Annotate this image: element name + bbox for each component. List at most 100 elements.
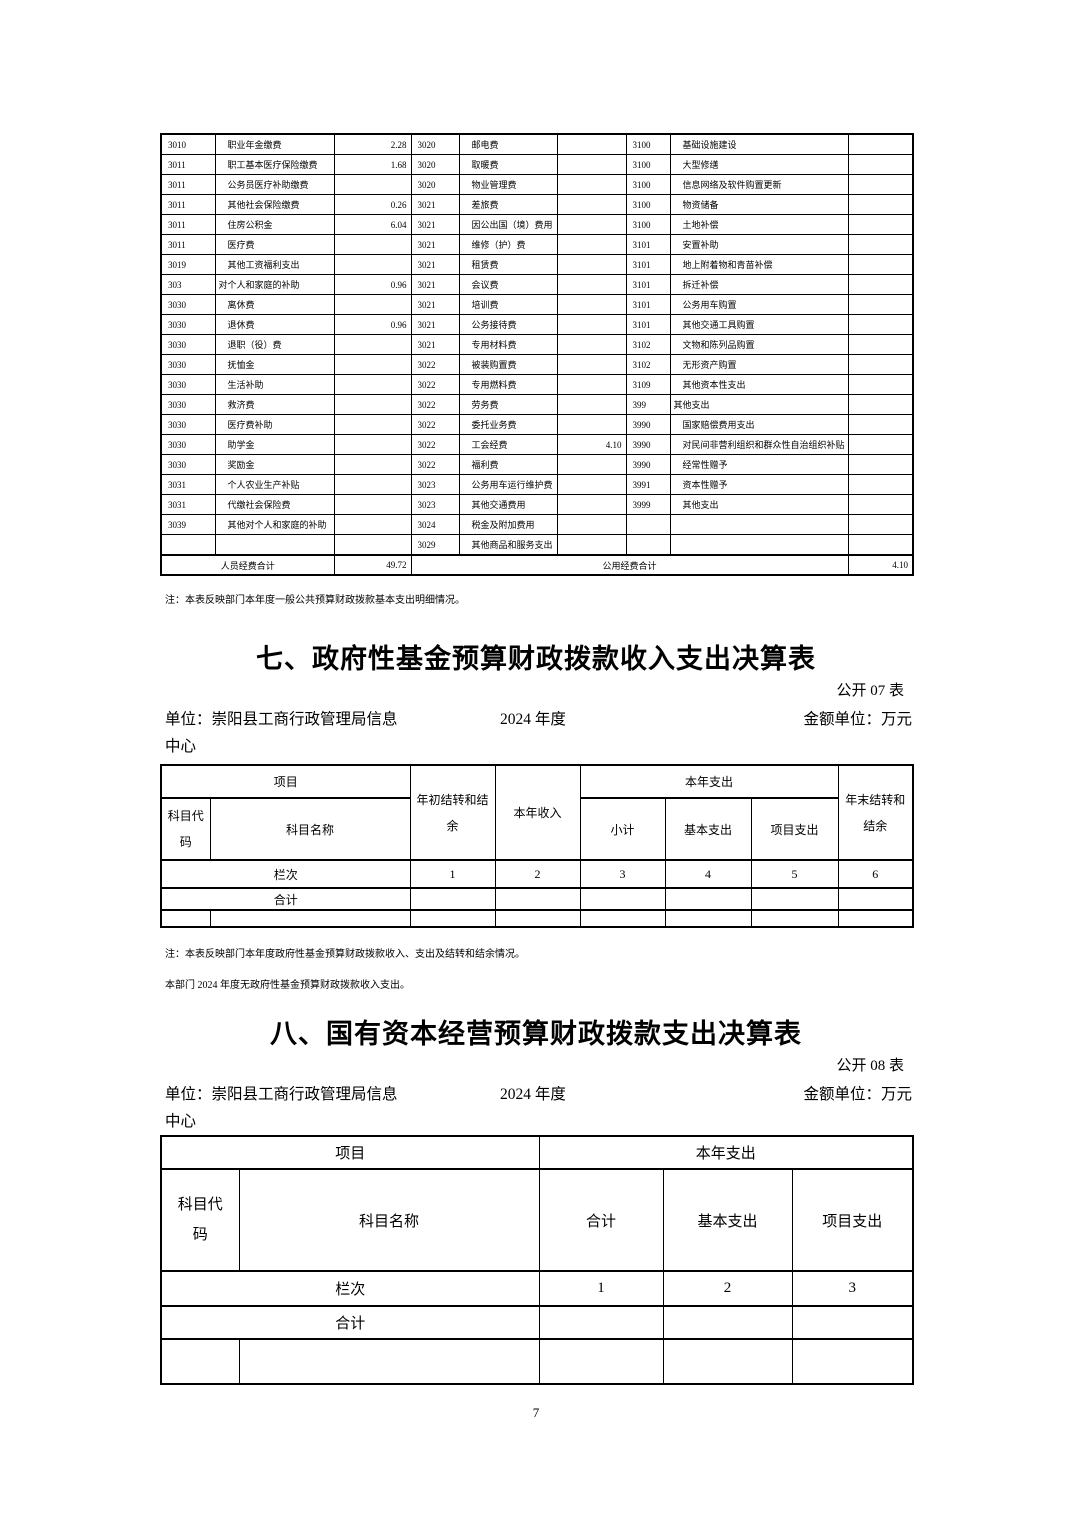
amount-cell <box>556 474 627 495</box>
subject-name-cell: 其他交通费用 <box>458 494 558 515</box>
amount-cell: 0.96 <box>333 274 412 295</box>
current-expenditure-header: 本年支出 <box>538 1135 914 1170</box>
section8-column-index-row: 栏次 1 2 3 <box>160 1270 914 1307</box>
amount-cell <box>556 294 627 315</box>
amount-cell <box>333 334 412 355</box>
basic-expenditure-tbody: 3010 职业年金缴费 2.28 3020 邮电费 3100 基础设施建设 3011 职工基本医… <box>160 133 914 556</box>
subject-name-cell: 离休费 <box>214 294 335 315</box>
total-label: 合计 <box>160 1305 540 1340</box>
subject-code-cell: 3020 <box>410 154 460 175</box>
amount-cell <box>847 194 914 215</box>
amount-cell <box>556 494 627 515</box>
subject-code-cell: 3031 <box>160 494 216 515</box>
table-row: 3010 职业年金缴费 2.28 3020 邮电费 3100 基础设施建设 <box>160 133 914 155</box>
empty-cell <box>837 909 914 928</box>
subject-name-cell: 物资储备 <box>669 194 849 215</box>
subject-name-cell: 对个人和家庭的补助 <box>214 274 335 295</box>
subject-name-cell: 无形资产购置 <box>669 354 849 375</box>
table-row: 3011 其他社会保险缴费 0.26 3021 差旅费 3100 物资储备 <box>160 194 914 215</box>
column-index-6: 6 <box>837 859 914 889</box>
section8-total-row: 合计 <box>160 1305 914 1340</box>
subject-code-cell: 3030 <box>160 434 216 455</box>
amount-cell <box>333 254 412 275</box>
table-row: 3030 离休费 3021 培训费 3101 公务用车购置 <box>160 294 914 315</box>
column-index-2: 2 <box>662 1270 793 1307</box>
personnel-total-value: 49.72 <box>333 554 412 576</box>
section7-table: 项目 年初结转和结余 本年收入 本年支出 年末结转和结余 科目代码 科目名称 小… <box>160 764 915 928</box>
subject-code-cell: 3022 <box>410 394 460 415</box>
empty-cell <box>579 909 666 928</box>
subject-code-cell: 3030 <box>160 354 216 375</box>
subject-name-cell: 国家赔偿费用支出 <box>669 414 849 435</box>
empty-cell <box>579 887 666 911</box>
section7-year-label: 2024 年度 <box>500 711 566 728</box>
subject-name-cell: 劳务费 <box>458 394 558 415</box>
subject-name-cell: 医疗费补助 <box>214 414 335 435</box>
subject-code-cell: 3011 <box>160 194 216 215</box>
basic-expenditure-header: 基本支出 <box>662 1168 793 1272</box>
subject-code-cell: 3022 <box>410 454 460 475</box>
column-index-2: 2 <box>494 859 581 889</box>
amount-cell <box>333 434 412 455</box>
subject-code-cell: 3990 <box>625 434 671 455</box>
subject-code-cell: 3021 <box>410 314 460 335</box>
subject-name-cell: 其他社会保险缴费 <box>214 194 335 215</box>
subject-name-cell: 助学金 <box>214 434 335 455</box>
amount-cell <box>333 174 412 195</box>
subject-code-cell: 3101 <box>625 254 671 275</box>
section8-sheet-label: 公开 08 表 <box>836 1058 904 1074</box>
subject-name-cell: 差旅费 <box>458 194 558 215</box>
subject-name-cell: 专用燃料费 <box>458 374 558 395</box>
section7-total-row: 合计 <box>160 887 914 911</box>
public-total-label: 公用经费合计 <box>410 554 849 576</box>
project-header: 项目 <box>160 1135 540 1170</box>
subject-name-cell: 工会经费 <box>458 434 558 455</box>
subject-code-cell: 3030 <box>160 394 216 415</box>
section7-note: 注：本表反映部门本年度政府性基金预算财政拨款收入、支出及结转和结余情况。 <box>165 949 525 960</box>
section7-header-row2: 科目代码 科目名称 小计 基本支出 项目支出 <box>160 797 913 861</box>
subject-code-cell: 3021 <box>410 334 460 355</box>
subject-name-header: 科目名称 <box>238 1168 540 1272</box>
subject-code-cell: 3101 <box>625 234 671 255</box>
amount-cell <box>847 154 914 175</box>
empty-cell <box>160 909 211 928</box>
amount-cell <box>556 394 627 415</box>
table-row: 3030 救济费 3022 劳务费 399 其他支出 <box>160 394 914 415</box>
amount-cell <box>333 234 412 255</box>
amount-cell <box>556 534 627 556</box>
subject-code-cell: 3100 <box>625 194 671 215</box>
subject-code-cell: 3010 <box>160 133 216 155</box>
subject-name-cell: 代缴社会保险费 <box>214 494 335 515</box>
basic-expenditure-table: 3010 职业年金缴费 2.28 3020 邮电费 3100 基础设施建设 3011 职工基本医… <box>160 133 914 576</box>
empty-cell <box>750 909 839 928</box>
empty-cell <box>538 1338 664 1385</box>
subject-name-cell: 抚恤金 <box>214 354 335 375</box>
subject-name-cell: 租赁费 <box>458 254 558 275</box>
amount-cell <box>333 474 412 495</box>
subject-code-cell: 3030 <box>160 374 216 395</box>
subject-code-cell: 3100 <box>625 174 671 195</box>
subject-code-cell: 3030 <box>160 454 216 475</box>
subject-code-cell: 3021 <box>410 214 460 235</box>
subject-name-cell: 住房公积金 <box>214 214 335 235</box>
subject-name-cell <box>669 534 849 556</box>
summary-row: 人员经费合计 49.72 公用经费合计 4.10 <box>160 554 914 576</box>
empty-cell <box>494 887 581 911</box>
subject-name-cell: 土地补偿 <box>669 214 849 235</box>
amount-cell: 2.28 <box>333 133 412 155</box>
section7-unit-line: 单位：崇阳县工商行政管理局信息 2024 年度 金额单位：万元 中心 <box>160 709 912 757</box>
subject-code-cell: 3020 <box>410 133 460 155</box>
subject-name-cell: 对民间非营利组织和群众性自治组织补贴 <box>669 434 849 455</box>
amount-cell <box>847 174 914 195</box>
subject-name-cell: 福利费 <box>458 454 558 475</box>
public-total-value: 4.10 <box>847 554 914 576</box>
subject-code-cell: 3991 <box>625 474 671 495</box>
column-index-1: 1 <box>538 1270 664 1307</box>
subject-name-cell: 税金及附加费用 <box>458 514 558 535</box>
column-index-3: 3 <box>791 1270 914 1307</box>
table-row: 3011 医疗费 3021 维修（护）费 3101 安置补助 <box>160 234 914 255</box>
subject-name-cell: 委托业务费 <box>458 414 558 435</box>
subject-name-cell: 会议费 <box>458 274 558 295</box>
amount-cell <box>847 334 914 355</box>
subject-code-header: 科目代码 <box>160 797 211 861</box>
